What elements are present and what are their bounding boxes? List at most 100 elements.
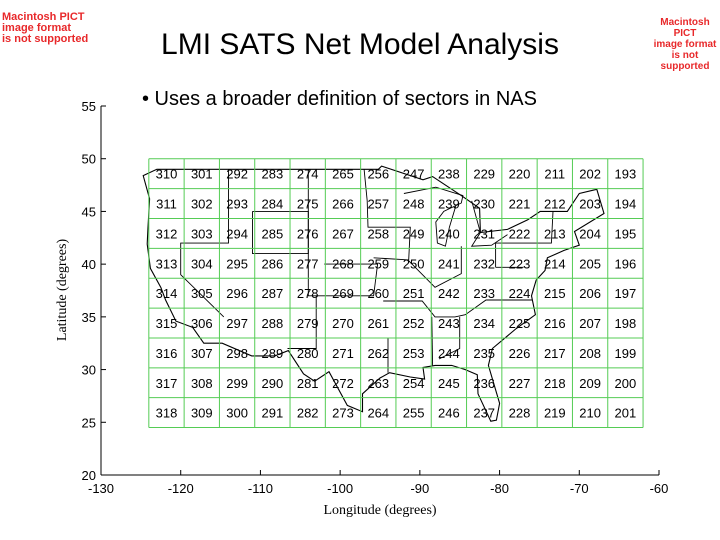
sector-id-label: 258 (367, 226, 389, 241)
sector-id-label: 250 (403, 256, 425, 271)
sector-id-label: 211 (544, 167, 565, 182)
sector-id-label: 263 (367, 376, 389, 391)
pict-unsupported-watermark-right: Macintosh PICT image format is not suppo… (653, 17, 717, 72)
sector-id-label: 302 (191, 197, 213, 212)
sector-id-label: 278 (297, 286, 319, 301)
x-tick-label: -60 (650, 481, 669, 496)
x-tick-label: -70 (570, 481, 589, 496)
sector-id-label: 267 (332, 226, 354, 241)
x-tick-label: -130 (88, 481, 114, 496)
sector-id-label: 304 (191, 256, 213, 271)
sector-id-label: 305 (191, 286, 213, 301)
sector-id-label: 223 (509, 256, 531, 271)
sector-id-label: 199 (615, 346, 637, 361)
sector-id-label: 218 (544, 376, 566, 391)
sector-id-label: 236 (473, 376, 495, 391)
sector-id-label: 269 (332, 286, 354, 301)
sector-id-label: 212 (544, 197, 566, 212)
sector-id-label: 224 (509, 286, 531, 301)
x-tick-label: -100 (327, 481, 353, 496)
sector-id-label: 247 (403, 167, 425, 182)
sector-id-label: 219 (544, 406, 566, 421)
sector-id-label: 261 (367, 316, 389, 331)
sector-id-labels: 310 301 292 283 274 265 256 247 238 229 220 211 202 1… (156, 167, 637, 421)
state-border-path (407, 246, 462, 288)
sector-id-label: 314 (156, 286, 178, 301)
sector-id-label: 262 (367, 346, 389, 361)
sector-id-label: 315 (156, 316, 178, 331)
state-border-path (495, 211, 554, 268)
sector-id-label: 290 (262, 376, 284, 391)
sector-id-label: 195 (615, 226, 637, 241)
sector-id-label: 280 (297, 346, 319, 361)
sector-id-label: 272 (332, 376, 354, 391)
slide-bullet: • Uses a broader definition of sectors i… (142, 88, 537, 110)
sector-id-label: 241 (438, 256, 460, 271)
sector-id-label: 301 (191, 167, 213, 182)
sector-id-label: 221 (509, 197, 531, 212)
sector-id-label: 306 (191, 316, 213, 331)
sector-id-label: 239 (438, 197, 460, 212)
sector-id-label: 283 (262, 167, 284, 182)
sector-id-label: 289 (262, 346, 284, 361)
sector-id-label: 220 (509, 167, 531, 182)
sector-id-label: 316 (156, 346, 178, 361)
sector-id-label: 234 (473, 316, 495, 331)
sector-id-label: 194 (615, 197, 637, 212)
sector-id-label: 281 (297, 376, 319, 391)
sector-id-label: 277 (297, 256, 319, 271)
x-tick-label: -80 (490, 481, 509, 496)
sector-id-label: 232 (473, 256, 495, 271)
x-axis-label: Longitude (degrees) (323, 503, 436, 518)
state-border-path (470, 200, 508, 247)
sector-id-label: 238 (438, 167, 460, 182)
y-tick-label: 30 (82, 363, 96, 378)
sector-grid (148, 158, 644, 429)
sector-id-label: 266 (332, 197, 354, 212)
state-border-path (316, 263, 379, 297)
sector-id-label: 228 (509, 406, 531, 421)
pict-unsupported-watermark-left: Macintosh PICT image format is not suppo… (2, 11, 89, 45)
sector-id-label: 210 (579, 406, 601, 421)
sector-id-label: 274 (297, 167, 319, 182)
sector-id-label: 197 (615, 286, 637, 301)
sector-id-label: 276 (297, 226, 319, 241)
sector-id-label: 237 (473, 406, 495, 421)
sector-id-label: 294 (226, 226, 248, 241)
sector-id-label: 311 (156, 197, 177, 212)
sector-id-label: 317 (156, 376, 178, 391)
sector-id-label: 286 (262, 256, 284, 271)
sector-id-label: 285 (262, 226, 284, 241)
sector-id-label: 259 (367, 256, 389, 271)
sector-id-label: 300 (226, 406, 248, 421)
sector-id-label: 229 (473, 167, 495, 182)
sector-id-label: 256 (367, 167, 389, 182)
sector-id-label: 245 (438, 376, 460, 391)
sector-id-label: 270 (332, 316, 354, 331)
state-border-path (403, 186, 464, 247)
sector-id-label: 200 (615, 376, 637, 391)
sector-id-label: 198 (615, 316, 637, 331)
sector-id-label: 287 (262, 286, 284, 301)
sector-id-label: 233 (473, 286, 495, 301)
sector-id-label: 204 (579, 226, 601, 241)
sector-id-label: 309 (191, 406, 213, 421)
sector-id-label: 288 (262, 316, 284, 331)
sector-id-label: 227 (509, 376, 531, 391)
sector-id-label: 243 (438, 316, 460, 331)
sector-id-label: 205 (579, 256, 601, 271)
sector-id-label: 275 (297, 197, 319, 212)
sector-id-label: 253 (403, 346, 425, 361)
y-tick-label: 20 (82, 468, 96, 483)
sector-id-label: 231 (473, 226, 495, 241)
sector-id-label: 295 (226, 256, 248, 271)
sector-id-label: 296 (226, 286, 248, 301)
sector-id-label: 201 (615, 406, 637, 421)
sector-id-label: 292 (226, 167, 248, 182)
x-tick-label: -110 (248, 481, 273, 496)
sector-id-label: 313 (156, 256, 178, 271)
sector-id-label: 209 (579, 376, 601, 391)
sector-id-label: 291 (262, 406, 284, 421)
state-border-path (438, 316, 461, 360)
sector-id-label: 235 (473, 346, 495, 361)
